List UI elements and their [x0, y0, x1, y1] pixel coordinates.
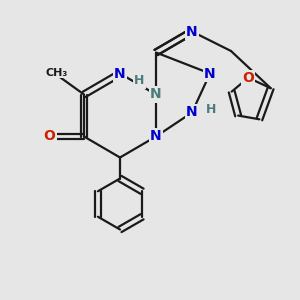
- Text: CH₃: CH₃: [46, 68, 68, 78]
- Text: H: H: [206, 103, 217, 116]
- Text: N: N: [204, 67, 216, 80]
- Text: H: H: [134, 74, 145, 88]
- Text: O: O: [44, 130, 56, 143]
- Text: N: N: [114, 67, 126, 80]
- Text: N: N: [150, 88, 162, 101]
- Text: O: O: [242, 71, 254, 85]
- Text: N: N: [186, 106, 198, 119]
- Text: N: N: [186, 25, 198, 38]
- Text: N: N: [150, 130, 162, 143]
